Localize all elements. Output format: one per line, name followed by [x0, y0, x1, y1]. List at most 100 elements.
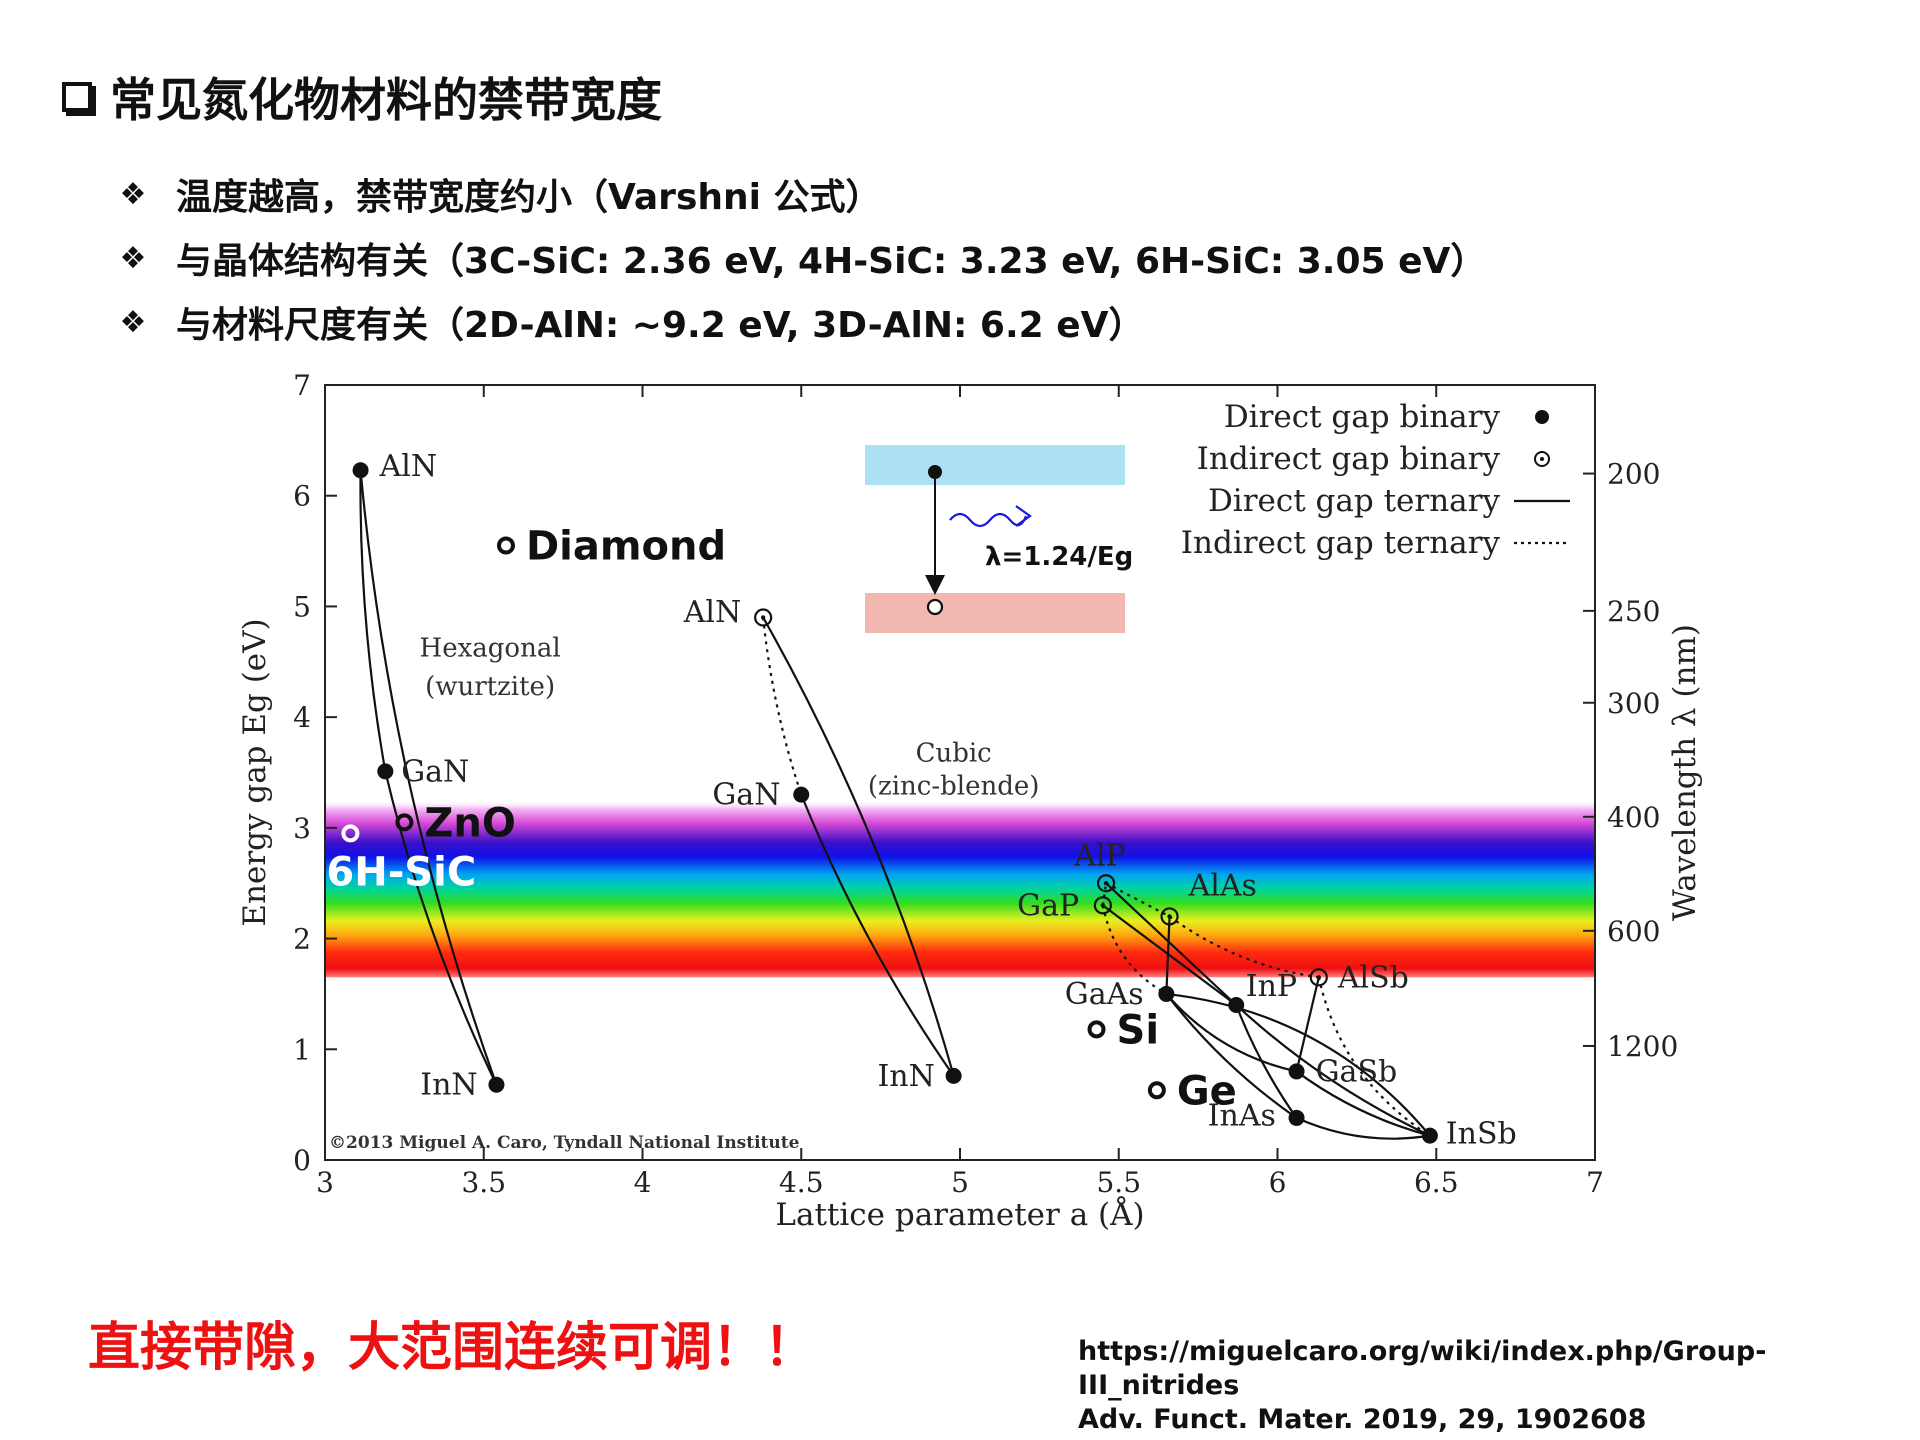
binary-label: GaP: [1017, 888, 1079, 923]
indirect-binary-point-center: [1103, 881, 1109, 886]
legend-label: Indirect gap binary: [1197, 441, 1501, 477]
binary-label: InN: [420, 1068, 477, 1103]
legend-marker-open-center: [1540, 457, 1544, 461]
legend-label: Direct gap binary: [1224, 399, 1501, 435]
reference-url: https://miguelcaro.org/wiki/index.php/Gr…: [1078, 1336, 1767, 1401]
indirect-binary-point: [1096, 874, 1116, 893]
binary-label: InSb: [1446, 1116, 1517, 1151]
binary-label: AlN: [683, 595, 742, 630]
bullet-text: 与材料尺度有关（2D-AlN: ~9.2 eV, 3D-AlN: 6.2 eV）: [176, 305, 1145, 346]
legend-label: Indirect gap ternary: [1181, 525, 1501, 561]
diamond-bullet-icon: ❖: [119, 176, 147, 212]
indirect-binary-point-center: [760, 615, 766, 620]
bullet-item: ❖ 与晶体结构有关（3C-SiC: 2.36 eV, 4H-SiC: 3.23 …: [118, 226, 1487, 290]
direct-binary-point: [352, 462, 369, 479]
ternary-curve-InGaN-cubic: [800, 794, 955, 1077]
x-tick-label: 5: [951, 1166, 969, 1199]
direct-binary-point: [1288, 1109, 1305, 1126]
bullet-list: ❖ 温度越高，禁带宽度约小（Varshni 公式） ❖ 与晶体结构有关（3C-S…: [118, 162, 1487, 354]
ternary-curve-AlInN-cubic: [762, 616, 955, 1077]
legend-label: Direct gap ternary: [1208, 483, 1501, 519]
indirect-binary-point-center: [1100, 903, 1106, 908]
x-tick-label: 6: [1269, 1166, 1287, 1199]
y2-tick-label: 1200: [1607, 1030, 1678, 1063]
tagline: 直接带隙，大范围连续可调！！: [88, 1318, 817, 1378]
copyright-text: ©2013 Miguel A. Caro, Tyndall National I…: [329, 1133, 800, 1153]
photon-arrow-icon: [1015, 505, 1032, 527]
material-label: Si: [1117, 1007, 1160, 1053]
valence-band: [865, 593, 1125, 633]
direct-binary-point: [793, 786, 810, 803]
material-point: [1087, 1020, 1106, 1039]
region-annotation: Cubic: [916, 738, 992, 768]
ternary-curve-AlAsSb: [1168, 915, 1319, 979]
binary-label: AlP: [1073, 839, 1125, 874]
material-label: Diamond: [526, 524, 726, 570]
ternary-curve-GaInP: [1102, 904, 1237, 1006]
binary-label: InAs: [1208, 1099, 1276, 1134]
bullet-item: ❖ 温度越高，禁带宽度约小（Varshni 公式）: [118, 162, 1486, 226]
y-tick-label: 2: [293, 923, 311, 956]
binary-label: GaAs: [1065, 977, 1144, 1012]
ternary-curve-InGaAs: [1165, 993, 1298, 1119]
binary-label: AlSb: [1337, 960, 1409, 995]
indirect-binary-point: [1309, 968, 1328, 987]
ternary-curve-InGaN-hex: [384, 771, 498, 1086]
ternary-curve-InPSb: [1235, 1004, 1431, 1137]
binary-label: GaN: [712, 778, 780, 813]
indirect-binary-point: [1160, 907, 1179, 926]
ternary-curve-GaAsSb: [1165, 993, 1297, 1073]
reference-citation: Adv. Funct. Mater. 2019, 29, 1902608: [1078, 1404, 1647, 1435]
binary-label: GaSb: [1316, 1054, 1398, 1089]
binary-label: InN: [877, 1059, 934, 1094]
ternary-curve-AlGaN-cubic: [762, 617, 803, 795]
direct-binary-point: [1158, 985, 1175, 1002]
material-point: [496, 536, 515, 555]
ternary-curve-AlGaN-hex: [359, 470, 387, 772]
x-tick-label: 6.5: [1414, 1166, 1459, 1199]
ternary-curve-GaAsP: [1101, 905, 1167, 995]
slide-title: 常见氮化物材料的禁带宽度: [62, 64, 662, 130]
material-label: ZnO: [424, 800, 515, 846]
y-axis-label: Energy gap Eg (eV): [237, 618, 273, 926]
material-point: [341, 824, 360, 843]
binary-label: GaN: [401, 754, 469, 789]
y-tick-label: 0: [293, 1144, 311, 1177]
x-tick-label: 3: [316, 1166, 334, 1199]
ternary-curve-AlGaSb: [1295, 977, 1320, 1072]
y2-tick-label: 200: [1607, 458, 1660, 491]
photon-wave-icon: [949, 512, 1028, 528]
region-annotation: Hexagonal: [420, 633, 561, 663]
checkbox-bullet-icon: [62, 82, 92, 112]
material-point: [1147, 1081, 1166, 1100]
material-label: Ge: [1177, 1068, 1237, 1114]
ternary-curve-InAsP: [1235, 1004, 1298, 1119]
ternary-curve-AlInN-hex: [359, 470, 498, 1086]
material-label: 6H-SiC: [326, 849, 476, 895]
x-tick-label: 4.5: [779, 1166, 824, 1199]
x-tick-label: 4: [634, 1166, 652, 1199]
y-tick-label: 1: [293, 1033, 311, 1066]
binary-label: AlAs: [1188, 868, 1257, 903]
direct-binary-point: [1288, 1063, 1305, 1080]
indirect-binary-point-center: [1167, 914, 1172, 919]
region-annotation: (zinc-blende): [868, 772, 1040, 802]
visible-spectrum-band: [325, 800, 1595, 978]
y2-tick-label: 400: [1607, 801, 1660, 834]
electron-dot: [928, 465, 942, 479]
ternary-curve-AlInP: [1105, 882, 1237, 1006]
references: https://miguelcaro.org/wiki/index.php/Gr…: [1078, 1335, 1920, 1437]
ternary-curve-AlPAs: [1105, 882, 1171, 918]
direct-binary-point: [945, 1067, 962, 1084]
hole-circle: [926, 598, 944, 616]
x-tick-label: 3.5: [461, 1166, 506, 1199]
diamond-bullet-icon: ❖: [119, 240, 147, 276]
direct-binary-point: [377, 763, 394, 780]
ternary-curve-InGaAsSb: [1166, 992, 1431, 1137]
y2-tick-label: 300: [1607, 687, 1660, 720]
indirect-binary-point-center: [1316, 975, 1321, 980]
bullet-item: ❖ 与材料尺度有关（2D-AlN: ~9.2 eV, 3D-AlN: 6.2 e…: [118, 290, 1486, 354]
slide-title-text: 常见氮化物材料的禁带宽度: [110, 73, 662, 127]
y2-axis-label: Wavelength λ (nm): [1667, 624, 1703, 921]
